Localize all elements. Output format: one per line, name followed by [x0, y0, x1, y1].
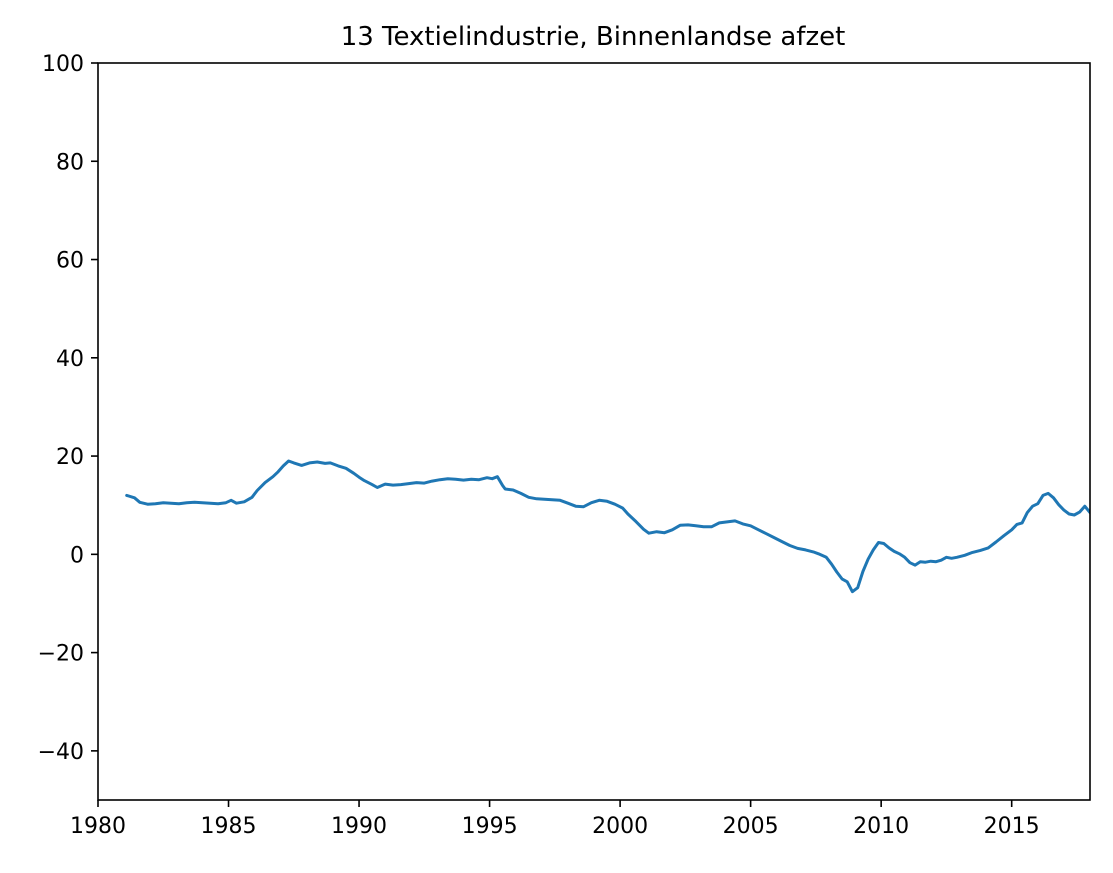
x-tick-label: 1990 — [331, 814, 387, 839]
chart-title: 13 Textielindustrie, Binnenlandse afzet — [341, 22, 846, 52]
x-tick-label: 2010 — [853, 814, 909, 839]
axes-frame — [97, 62, 1091, 801]
x-tick-label: 2005 — [723, 814, 779, 839]
x-tick-label: 1980 — [70, 814, 126, 839]
y-tick-label: 100 — [42, 52, 84, 77]
y-tick-label: 60 — [56, 249, 84, 274]
x-tick-label: 2015 — [984, 814, 1040, 839]
y-tick-label: −20 — [38, 642, 84, 667]
y-tick-label: 20 — [56, 445, 84, 470]
y-tick-label: 80 — [56, 150, 84, 175]
y-tick-label: −40 — [38, 740, 84, 765]
x-tick-label: 2000 — [592, 814, 648, 839]
x-tick-label: 1995 — [462, 814, 518, 839]
series-line-0 — [125, 459, 1090, 594]
x-tick-label: 1985 — [201, 814, 257, 839]
y-tick-label: 0 — [70, 543, 84, 568]
plot-area: 1980 1985 1990 1995 2000 2005 2010 2015 −40 −20 0 2… — [38, 52, 1091, 839]
y-tick-label: 40 — [56, 347, 84, 372]
